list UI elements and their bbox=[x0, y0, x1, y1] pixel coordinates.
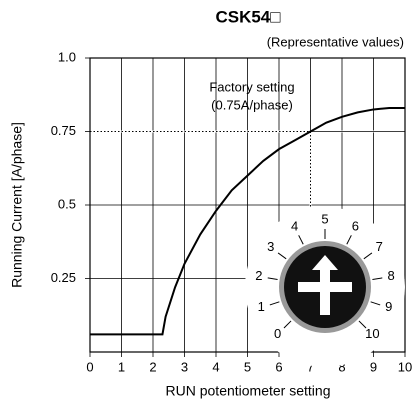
dial-tick bbox=[267, 277, 278, 280]
dial-label: 2 bbox=[255, 268, 262, 283]
dial-tick bbox=[346, 235, 352, 245]
dial-label: 5 bbox=[321, 211, 328, 226]
chart-subtitle: (Representative values) bbox=[267, 34, 404, 49]
x-tick-label: 8 bbox=[338, 359, 345, 374]
dial-tick bbox=[298, 235, 304, 245]
x-tick-label: 2 bbox=[149, 359, 156, 374]
x-tick-label: 9 bbox=[370, 359, 377, 374]
x-tick-label: 4 bbox=[212, 359, 219, 374]
plot-frame bbox=[89, 57, 406, 353]
x-tick-label: 7 bbox=[307, 359, 314, 374]
dial-label: 9 bbox=[385, 299, 392, 314]
x-tick-label: 10 bbox=[398, 359, 412, 374]
x-axis-title: RUN potentiometer setting bbox=[166, 383, 331, 399]
dial-tick bbox=[277, 252, 287, 260]
dial-label: 7 bbox=[376, 239, 383, 254]
line bbox=[90, 106, 405, 336]
dial-label: 6 bbox=[352, 219, 359, 234]
y-tick-label: 0.25 bbox=[51, 270, 76, 285]
dial-tick bbox=[372, 277, 383, 280]
annotation: Factory setting bbox=[209, 79, 294, 94]
dial-tick bbox=[283, 320, 292, 329]
dial-label: 1 bbox=[258, 299, 265, 314]
y-tick-label: 1.0 bbox=[58, 49, 76, 64]
chart-title: CSK54□ bbox=[215, 7, 280, 26]
dial-label: 3 bbox=[267, 239, 274, 254]
dial-label: 0 bbox=[274, 326, 281, 341]
y-tick-label: 0.5 bbox=[58, 196, 76, 211]
dial-tick bbox=[269, 301, 280, 306]
x-tick-label: 5 bbox=[244, 359, 251, 374]
dial-tick bbox=[370, 301, 381, 306]
dial-label: 4 bbox=[291, 219, 298, 234]
y-axis-title: Running Current [A/phase] bbox=[9, 122, 25, 288]
y-tick-label: 0.75 bbox=[51, 123, 76, 138]
dial-label: 8 bbox=[388, 268, 395, 283]
dial-tick bbox=[358, 320, 367, 329]
dial-tick bbox=[363, 252, 373, 260]
annotation: (0.75A/phase) bbox=[211, 97, 293, 112]
dial-label: 10 bbox=[365, 326, 379, 341]
x-tick-label: 1 bbox=[118, 359, 125, 374]
dial-arrow bbox=[298, 255, 352, 315]
x-tick-label: 0 bbox=[86, 359, 93, 374]
x-tick-label: 6 bbox=[275, 359, 282, 374]
x-tick-label: 3 bbox=[181, 359, 188, 374]
